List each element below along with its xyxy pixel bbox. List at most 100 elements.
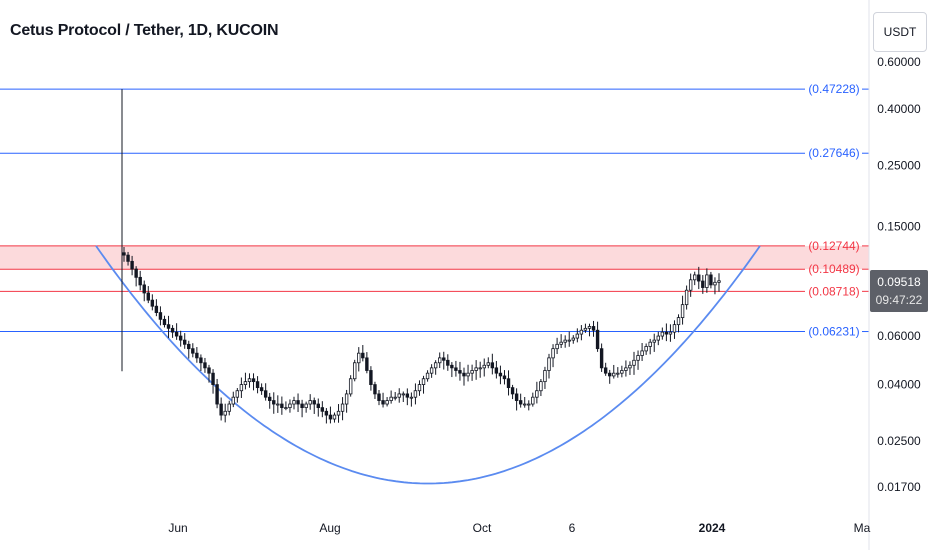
candle-body [518,400,523,405]
candle-body [195,352,199,359]
candle-body [587,326,592,329]
candle-body [474,367,478,371]
candle-body [138,276,142,286]
candle-body [336,410,341,416]
chart-title: Cetus Protocol / Tether, 1D, KUCOIN [10,22,279,39]
candle-body [539,381,543,392]
candle-body [482,364,486,369]
candle-body [397,393,401,398]
candle-body [296,400,300,405]
y-tick-label: 0.02500 [877,434,921,448]
level-label-2: (0.12744) [808,239,859,253]
cup-curve-line[interactable] [95,245,761,485]
candle-body [688,279,693,291]
level-label-4: (0.08718) [808,284,859,298]
candle-body [154,305,159,313]
candle-body [514,393,519,401]
x-tick-label: 6 [569,521,576,535]
candle-body [178,335,183,341]
candle-body [632,359,636,366]
candles [121,89,721,424]
candle-body [717,280,721,283]
candle-body [543,370,547,383]
x-tick-label: Jun [168,521,187,535]
candle-body [502,375,507,380]
candle-body [361,352,365,359]
candle-body [199,357,203,364]
candle-body [268,396,272,401]
candle-body [389,396,393,401]
price-axis[interactable]: 0.60000 0.40000 0.25000 0.15000 0.06000 0.040… [877,55,921,494]
candle-body [183,339,187,345]
x-tick-label: Aug [319,521,340,535]
candle-body [243,381,248,385]
candle-body [122,252,126,256]
candle-body [498,372,503,377]
candle-body [603,367,608,374]
y-tick-label: 0.40000 [877,102,921,116]
candle-body [324,410,329,416]
candle-body [288,403,292,409]
horizontal-levels[interactable]: (0.47228) (0.27646) (0.12744) (0.10489) (0.0… [0,82,869,339]
candle-body [652,339,656,343]
candle-body [583,327,588,331]
candle-body [693,274,697,281]
level-label-3: (0.10489) [808,262,859,276]
candle-body [235,390,240,398]
candle-body [709,274,713,286]
candle-body [648,341,652,347]
candle-body [348,378,353,395]
x-tick-label: Ma [854,521,871,535]
candle-body [494,367,499,374]
candle-body [470,370,474,374]
candle-body [203,362,207,369]
candle-body [126,254,130,262]
candle-body [442,357,446,361]
candle-body [146,292,150,301]
currency-button[interactable]: USDT [873,12,927,52]
candle-body [174,331,179,337]
candle-body [567,339,571,342]
y-tick-label: 0.01700 [877,480,921,494]
candle-body [620,370,624,374]
candle-body [280,403,284,409]
candle-body [134,268,138,278]
candle-body [446,359,450,366]
candle-body [595,329,600,350]
bar-countdown: 09:47:22 [875,293,923,307]
candle-body [429,367,434,374]
candle-body [421,378,426,385]
candle-body [223,410,227,416]
candle-body [523,403,527,406]
candle-body [251,378,256,383]
candle-body [247,378,252,383]
candle-body [433,362,438,369]
candle-body [187,343,191,350]
x-tick-label: 2024 [699,521,726,535]
candle-body [255,381,260,389]
candle-body [417,384,422,392]
y-tick-label: 0.60000 [877,55,921,69]
last-price-badge: 0.09518 09:47:22 [870,270,928,312]
candle-body [458,370,462,374]
candle-body [454,367,458,371]
candle-body [547,357,551,371]
candle-body [555,343,559,350]
last-price-value: 0.09518 [877,275,921,289]
candle-body [531,396,535,405]
candle-body [405,393,410,398]
cup-curve[interactable] [95,245,761,485]
candle-body [664,331,669,335]
candle-body [599,348,604,369]
candle-body [705,274,709,288]
candle-body [393,396,397,399]
candle-body [450,364,454,369]
level-label-0: (0.47228) [808,82,859,96]
candle-body [612,372,616,377]
candle-body [166,324,171,329]
candle-body [591,326,596,331]
resistance-zone [0,245,869,270]
time-axis[interactable]: Jun Aug Oct 6 2024 Ma [168,521,870,535]
candle-body [656,335,660,341]
